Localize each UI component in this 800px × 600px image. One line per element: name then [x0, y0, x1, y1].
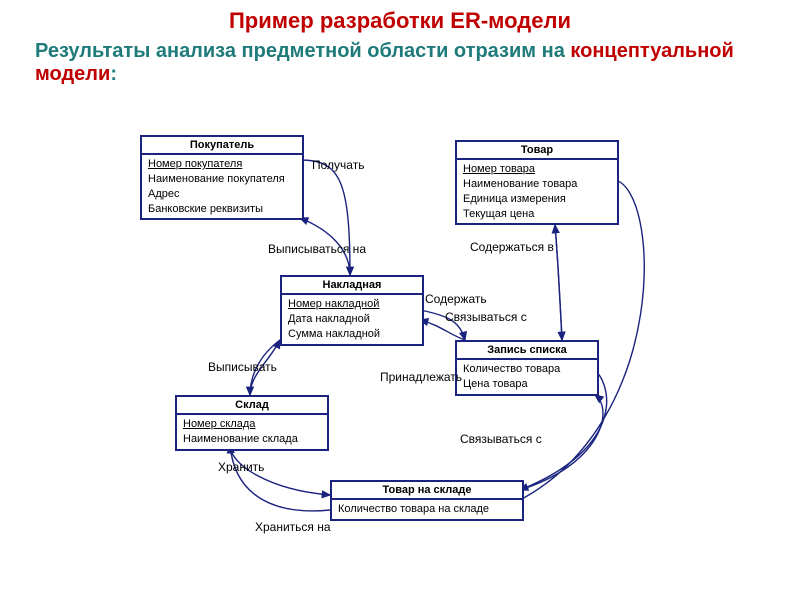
edge [300, 160, 350, 275]
entity-listrec-attrs: Количество товараЦена товара [457, 360, 597, 394]
attr: Номер товара [463, 162, 611, 177]
entity-listrec-title: Запись списка [457, 342, 597, 360]
edge [555, 225, 562, 340]
rel-label-r10: Связываться с [460, 432, 542, 446]
attr: Банковские реквизиты [148, 202, 296, 217]
entity-warehouse: СкладНомер складаНаименование склада [175, 395, 329, 451]
rel-label-r5: Связываться с [445, 310, 527, 324]
attr: Адрес [148, 187, 296, 202]
entity-invoice: НакладнаяНомер накладнойДата накладнойСу… [280, 275, 424, 346]
entity-buyer: ПокупательНомер покупателяНаименование п… [140, 135, 304, 220]
entity-buyer-title: Покупатель [142, 137, 302, 155]
attr: Количество товара на складе [338, 502, 516, 517]
page-title: Пример разработки ER-модели [0, 8, 800, 34]
rel-label-r9: Храниться на [255, 520, 331, 534]
attr: Сумма накладной [288, 327, 416, 342]
attr: Номер покупателя [148, 157, 296, 172]
entity-stock-attrs: Количество товара на складе [332, 500, 522, 519]
rel-label-r2: Выписываться на [268, 242, 366, 256]
attr: Цена товара [463, 377, 591, 392]
rel-label-r7: Выписывать [208, 360, 277, 374]
entity-invoice-title: Накладная [282, 277, 422, 295]
entity-product: ТоварНомер товараНаименование товараЕдин… [455, 140, 619, 225]
entity-product-title: Товар [457, 142, 617, 160]
attr: Дата накладной [288, 312, 416, 327]
entity-stock-title: Товар на складе [332, 482, 522, 500]
entity-product-attrs: Номер товараНаименование товараЕдиница и… [457, 160, 617, 223]
attr: Наименование товара [463, 177, 611, 192]
attr: Количество товара [463, 362, 591, 377]
rel-label-r1: Получать [312, 158, 364, 172]
entity-listrec: Запись спискаКоличество товараЦена товар… [455, 340, 599, 396]
attr: Наименование склада [183, 432, 321, 447]
rel-label-r8: Хранить [218, 460, 264, 474]
attr: Единица измерения [463, 192, 611, 207]
edge [555, 225, 562, 340]
subtitle-part-c: : [110, 63, 117, 85]
subtitle: Результаты анализа предметной области от… [35, 40, 775, 86]
entity-invoice-attrs: Номер накладнойДата накладнойСумма накла… [282, 295, 422, 344]
entity-buyer-attrs: Номер покупателяНаименование покупателяА… [142, 155, 302, 218]
attr: Текущая цена [463, 207, 611, 222]
rel-label-r4: Содержать [425, 292, 487, 306]
subtitle-part-a: Результаты анализа предметной области от… [35, 40, 570, 62]
rel-label-r3: Содержаться в [470, 240, 554, 254]
entity-warehouse-title: Склад [177, 397, 327, 415]
attr: Наименование покупателя [148, 172, 296, 187]
attr: Номер склада [183, 417, 321, 432]
entity-warehouse-attrs: Номер складаНаименование склада [177, 415, 327, 449]
rel-label-r6: Принадлежать [380, 370, 462, 384]
entity-stock: Товар на складе Количество товара на скла… [330, 480, 524, 521]
attr: Номер накладной [288, 297, 416, 312]
edge [230, 445, 330, 511]
